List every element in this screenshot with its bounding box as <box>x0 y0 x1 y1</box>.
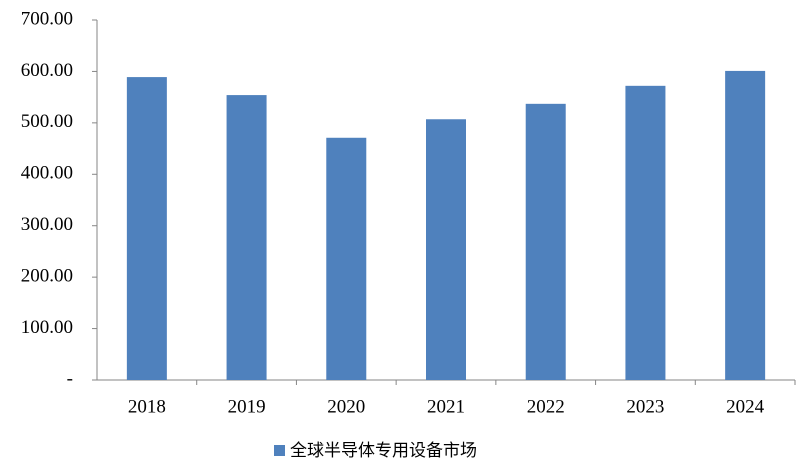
x-tick-label: 2021 <box>427 396 465 417</box>
x-tick-label: 2018 <box>128 396 166 417</box>
bar <box>126 77 167 380</box>
legend-swatch <box>274 445 285 456</box>
bar <box>326 137 367 380</box>
x-tick-label: 2022 <box>527 396 565 417</box>
y-tick-label: 500.00 <box>21 111 73 132</box>
bar <box>525 103 566 380</box>
y-tick-label: 700.00 <box>21 8 73 29</box>
bar <box>426 119 466 380</box>
y-tick-label: - <box>67 368 73 389</box>
bar <box>725 70 766 381</box>
x-tick-label: 2024 <box>726 396 765 417</box>
y-tick-label: 100.00 <box>21 317 73 338</box>
y-tick-label: 600.00 <box>21 60 73 81</box>
legend-label: 全球半导体专用设备市场 <box>290 441 477 461</box>
x-tick-label: 2019 <box>228 396 266 417</box>
y-tick-label: 300.00 <box>21 214 73 235</box>
bar <box>625 85 666 380</box>
y-tick-label: 200.00 <box>21 266 73 287</box>
x-tick-label: 2020 <box>327 396 365 417</box>
y-tick-label: 400.00 <box>21 163 73 184</box>
bar <box>226 95 267 380</box>
x-tick-label: 2023 <box>626 396 664 417</box>
